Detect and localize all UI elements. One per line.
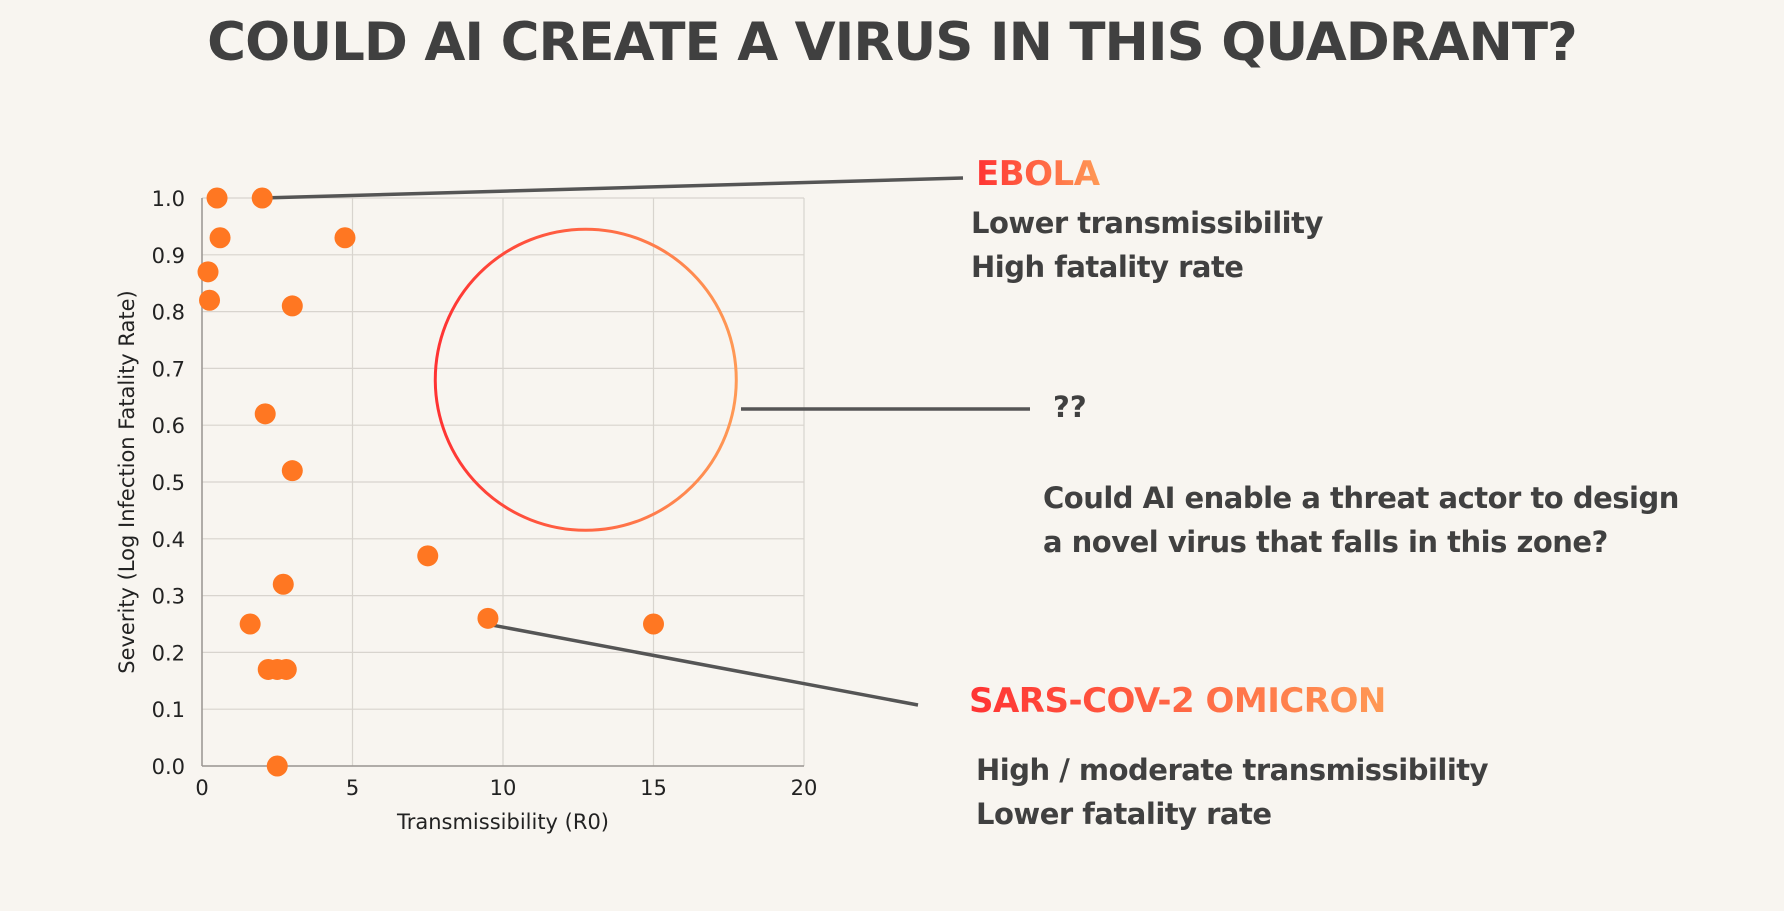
data-point — [199, 289, 221, 311]
y-tick-label: 0.6 — [152, 414, 185, 438]
x-tick-label: 15 — [640, 776, 667, 800]
omicron-leader-line — [487, 622, 919, 707]
ebola-description: Lower transmissibility High fatality rat… — [971, 201, 1323, 289]
data-point — [275, 658, 297, 680]
zone-line-2: a novel virus that falls in this zone? — [1043, 525, 1608, 559]
y-tick-label: 0.7 — [152, 357, 185, 381]
x-axis-label: Transmissibility (R0) — [396, 810, 609, 834]
data-point — [254, 403, 276, 425]
data-point — [334, 227, 356, 249]
y-tick-label: 0.0 — [152, 755, 185, 779]
omicron-description: High / moderate transmissibility Lower f… — [976, 748, 1489, 836]
zone-question: Could AI enable a threat actor to design… — [1043, 476, 1679, 564]
y-tick-label: 0.5 — [152, 471, 185, 495]
axis-ticks: 0.0 0.1 0.2 0.3 0.4 0.5 0.6 0.7 0.8 0.9 1.0 0 5 10 15 2… — [152, 187, 818, 800]
data-point — [477, 607, 499, 629]
data-point — [266, 755, 288, 777]
data-point — [643, 613, 664, 635]
leader-lines — [262, 176, 1030, 707]
omicron-label: SARS-COV-2 OMICRON — [969, 681, 1386, 721]
y-tick-label: 0.1 — [152, 698, 185, 722]
data-point — [251, 187, 273, 209]
y-axis-label: Severity (Log Infection Fatality Rate) — [115, 290, 139, 674]
chart-axes — [201, 198, 804, 767]
zone-marker: ?? — [1053, 390, 1087, 424]
data-point — [197, 261, 219, 283]
data-points — [197, 187, 664, 777]
page-title: COULD AI CREATE A VIRUS IN THIS QUADRANT… — [207, 12, 1578, 73]
x-tick-label: 10 — [490, 776, 517, 800]
data-point — [206, 187, 228, 209]
ebola-label: EBOLA — [976, 154, 1100, 194]
chart-grid — [201, 197, 805, 767]
data-point — [272, 573, 294, 595]
x-tick-label: 20 — [791, 776, 818, 800]
y-tick-label: 0.3 — [152, 585, 185, 609]
y-tick-label: 1.0 — [152, 187, 185, 211]
ebola-line-2: High fatality rate — [971, 250, 1244, 284]
x-tick-label: 0 — [195, 776, 208, 800]
highlight-zone-circle — [433, 227, 738, 532]
x-tick-label: 5 — [346, 776, 359, 800]
omicron-line-1: High / moderate transmissibility — [976, 753, 1489, 787]
y-tick-label: 0.4 — [152, 528, 185, 552]
omicron-line-2: Lower fatality rate — [976, 797, 1272, 831]
zone-line-1: Could AI enable a threat actor to design — [1043, 481, 1679, 515]
data-point — [281, 460, 303, 482]
y-tick-label: 0.8 — [152, 301, 185, 325]
y-tick-label: 0.2 — [152, 641, 185, 665]
data-point — [239, 613, 261, 635]
data-point — [281, 295, 303, 317]
y-tick-label: 0.9 — [152, 244, 185, 268]
data-point — [417, 545, 439, 567]
ebola-leader-line — [262, 176, 964, 200]
ebola-line-1: Lower transmissibility — [971, 206, 1323, 240]
data-point — [209, 227, 231, 249]
